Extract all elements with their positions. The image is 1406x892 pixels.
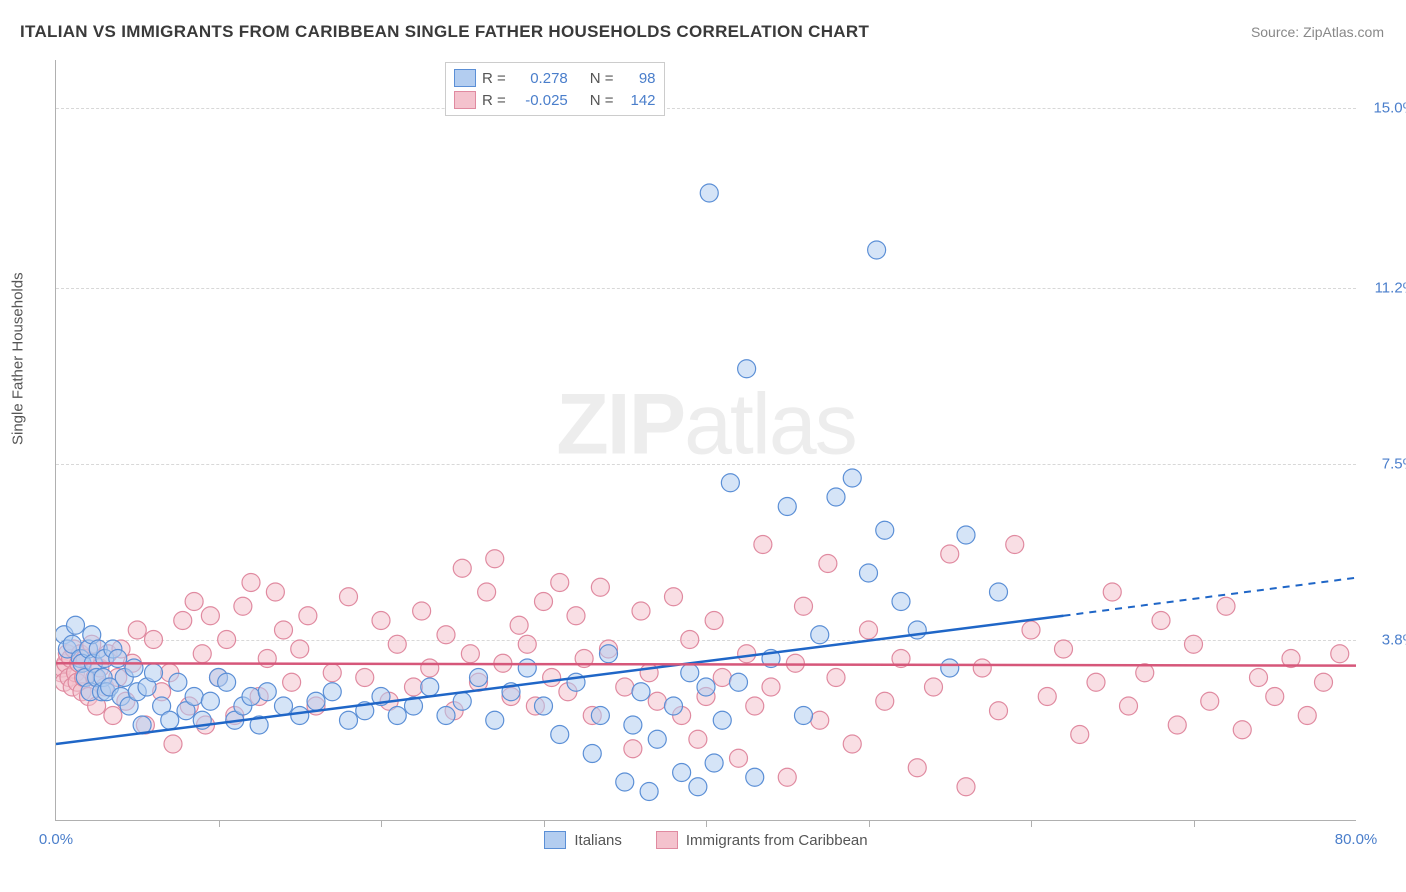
legend-top-row-1: R = 0.278 N = 98: [454, 67, 656, 89]
y-axis-label: Single Father Households: [10, 272, 27, 445]
legend-swatch-1: [454, 69, 476, 87]
legend-r-value-2: -0.025: [512, 92, 568, 109]
legend-swatch-caribbean: [656, 831, 678, 849]
source-label: Source: ZipAtlas.com: [1251, 24, 1384, 40]
legend-top: R = 0.278 N = 98 R = -0.025 N = 142: [445, 62, 665, 116]
y-tick-label: 11.2%: [1361, 280, 1406, 297]
legend-n-value-2: 142: [620, 92, 656, 109]
legend-label-caribbean: Immigrants from Caribbean: [686, 832, 868, 849]
legend-n-label-2: N =: [590, 92, 614, 109]
legend-bottom-inner: Italians Immigrants from Caribbean: [544, 831, 867, 849]
legend-label-italians: Italians: [574, 832, 622, 849]
chart-container: ITALIAN VS IMMIGRANTS FROM CARIBBEAN SIN…: [0, 0, 1406, 892]
legend-n-label-1: N =: [590, 70, 614, 87]
legend-r-label-1: R =: [482, 70, 506, 87]
legend-top-row-2: R = -0.025 N = 142: [454, 89, 656, 111]
plot-svg: [56, 60, 1356, 820]
legend-n-value-1: 98: [620, 70, 656, 87]
chart-title: ITALIAN VS IMMIGRANTS FROM CARIBBEAN SIN…: [20, 22, 869, 42]
legend-swatch-2: [454, 91, 476, 109]
plot-area: ZIPatlas 3.8%7.5%11.2%15.0% 0.0%80.0% It…: [55, 60, 1356, 821]
y-tick-label: 15.0%: [1361, 99, 1406, 116]
legend-bottom: Italians Immigrants from Caribbean: [56, 831, 1356, 854]
y-tick-label: 7.5%: [1361, 455, 1406, 472]
legend-swatch-italians: [544, 831, 566, 849]
legend-r-label-2: R =: [482, 92, 506, 109]
y-tick-label: 3.8%: [1361, 631, 1406, 648]
legend-r-value-1: 0.278: [512, 70, 568, 87]
